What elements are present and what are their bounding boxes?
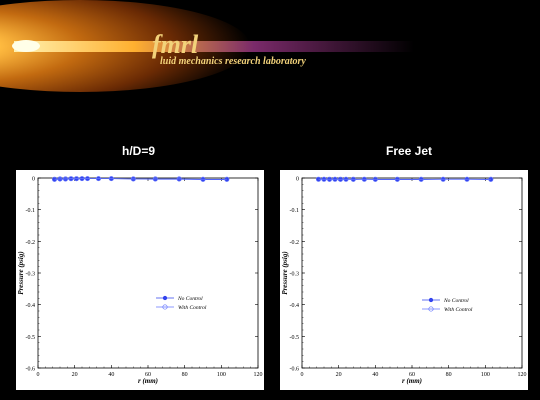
y-tick-label: -0.3: [290, 272, 300, 278]
data-point-with-control: [394, 176, 400, 182]
x-tick-label: 80: [446, 372, 452, 378]
y-tick-label: -0.5: [26, 335, 36, 341]
data-point-with-control: [350, 176, 356, 182]
x-tick-label: 20: [336, 372, 342, 378]
data-point-with-control: [321, 176, 327, 182]
data-point-with-control: [315, 176, 322, 182]
data-point-with-control: [152, 176, 158, 182]
data-point-with-control: [361, 176, 367, 182]
x-tick-label: 40: [108, 372, 114, 378]
data-point-with-control: [464, 176, 470, 182]
y-tick-label: -0.6: [26, 367, 36, 373]
comet-core: [12, 40, 40, 52]
y-tick-label: -0.3: [26, 272, 36, 278]
x-tick-label: 40: [372, 372, 378, 378]
chart-background: [16, 170, 264, 390]
y-tick-label: -0.6: [290, 367, 300, 373]
legend-marker: [162, 295, 168, 301]
data-point-with-control: [200, 176, 206, 182]
data-point-with-control: [95, 176, 102, 182]
data-point-with-control: [337, 176, 344, 182]
data-point-with-control: [224, 176, 230, 182]
data-point-with-control: [440, 176, 446, 182]
chart-hd9: 0-0.1-0.2-0.3-0.4-0.5-0.60 20 40 60 80 100 120…: [16, 170, 264, 390]
legend-marker: [428, 297, 434, 303]
legend-marker: [428, 306, 434, 312]
data-point-with-control: [332, 176, 338, 182]
data-point-with-control: [68, 176, 74, 182]
data-point-with-control: [326, 176, 333, 182]
x-tick-label: 0: [37, 372, 40, 378]
data-point-with-control: [62, 176, 69, 182]
x-tick-label: 80: [182, 372, 188, 378]
legend-label: No Control: [177, 296, 203, 302]
y-tick-label: 0: [296, 177, 299, 183]
data-point-with-control: [108, 176, 114, 182]
panel-title-left: h/D=9: [122, 144, 156, 158]
x-tick-label: 60: [145, 372, 151, 378]
x-axis-label: r (mm): [402, 377, 422, 385]
data-point-with-control: [73, 176, 80, 182]
data-point-with-control: [130, 176, 136, 182]
fmrl-subtitle: luid mechanics research laboratory: [160, 56, 306, 67]
data-point-with-control: [176, 176, 182, 182]
fmrl-banner: [0, 0, 414, 92]
y-tick-label: -0.1: [290, 208, 300, 214]
x-tick-label: 100: [481, 372, 490, 378]
x-tick-label: 0: [301, 372, 304, 378]
y-axis-label: Pressure (psig): [281, 251, 289, 294]
data-point-with-control: [372, 176, 378, 182]
x-tick-label: 120: [518, 372, 527, 378]
x-tick-label: 20: [72, 372, 78, 378]
data-point-with-control: [79, 176, 85, 182]
x-tick-label: 120: [254, 372, 263, 378]
chart-free-jet: 0-0.1-0.2-0.3-0.4-0.5-0.60 20 40 60 80 100 120…: [280, 170, 528, 390]
y-tick-label: -0.5: [290, 335, 300, 341]
legend-label: No Control: [443, 298, 469, 304]
data-point-with-control: [343, 176, 349, 182]
fmrl-logo-text: fmrl: [152, 30, 199, 59]
chart-background: [280, 170, 528, 390]
series-line-with-control: [54, 178, 227, 180]
comet-beam: [14, 41, 414, 52]
legend-label: With Control: [444, 307, 473, 313]
legend-marker: [162, 304, 168, 310]
y-axis-label: Pressure (psig): [17, 251, 25, 294]
x-axis-label: r (mm): [138, 377, 158, 385]
y-tick-label: -0.1: [26, 208, 36, 214]
x-tick-label: 60: [409, 372, 415, 378]
data-point-with-control: [418, 176, 424, 182]
y-tick-label: -0.4: [290, 303, 300, 309]
data-point-with-control: [57, 176, 63, 182]
panel-title-right: Free Jet: [386, 144, 433, 158]
legend-label: With Control: [178, 305, 207, 311]
y-tick-label: 0: [32, 177, 35, 183]
y-tick-label: -0.4: [26, 303, 36, 309]
y-tick-label: -0.2: [290, 240, 300, 246]
data-point-with-control: [51, 176, 58, 182]
data-point-with-control: [84, 176, 91, 182]
y-tick-label: -0.2: [26, 240, 36, 246]
x-tick-label: 100: [217, 372, 226, 378]
data-point-with-control: [488, 176, 494, 182]
